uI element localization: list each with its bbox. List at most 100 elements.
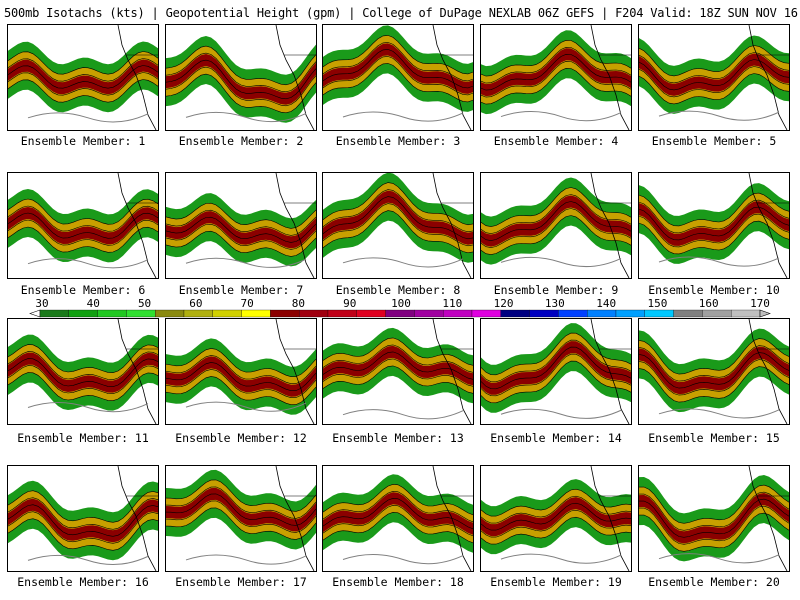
coastline	[590, 466, 630, 571]
height-contour	[639, 512, 789, 552]
height-contour	[166, 493, 316, 526]
coastline	[590, 25, 630, 130]
panel-label-20: Ensemble Member: 20	[648, 575, 780, 589]
coastline	[748, 466, 788, 571]
jet-band-core	[481, 195, 631, 247]
height-contour	[639, 220, 789, 255]
gray-contour	[658, 256, 780, 267]
panel-label-1: Ensemble Member: 1	[20, 134, 146, 148]
panel-label-11: Ensemble Member: 11	[17, 431, 149, 445]
height-contour	[481, 360, 631, 404]
colorbar-left-arrow	[29, 309, 41, 318]
coastline	[590, 319, 630, 424]
colorbar-swatch	[558, 309, 588, 318]
height-contour	[323, 504, 473, 537]
height-contour	[481, 502, 631, 531]
height-contour	[8, 497, 158, 530]
height-contour	[323, 189, 473, 233]
height-contour	[166, 52, 316, 93]
coastline	[748, 173, 788, 278]
jet-stream-map-6	[8, 173, 158, 278]
jet-band-core	[8, 352, 158, 393]
height-contour	[166, 223, 316, 250]
colorbar-tick-label: 110	[442, 297, 463, 310]
height-contour	[481, 353, 631, 397]
jet-stream-map-3	[323, 25, 473, 130]
gray-contour	[185, 401, 307, 412]
height-contour	[166, 59, 316, 100]
height-contour	[323, 203, 473, 247]
height-contour	[8, 65, 158, 89]
colorbar-tick-label: 160	[698, 297, 719, 310]
height-contour	[8, 219, 158, 246]
coastline	[117, 25, 157, 130]
height-contour	[323, 344, 473, 373]
height-contour	[639, 491, 789, 531]
gray-contour	[185, 554, 307, 565]
height-contour	[8, 205, 158, 232]
coastline	[590, 173, 630, 278]
height-contour	[639, 52, 789, 84]
colorbar-tick-label: 70	[240, 297, 254, 310]
gray-contour	[185, 111, 307, 123]
height-contour	[323, 497, 473, 530]
jet-band-core	[481, 48, 631, 97]
height-contour	[8, 344, 158, 374]
colorbar-tick-label: 90	[343, 297, 357, 310]
gray-contour	[658, 553, 780, 564]
panel-label-19: Ensemble Member: 19	[490, 575, 622, 589]
height-contour	[8, 372, 158, 402]
gray-contour	[342, 111, 464, 122]
height-contour	[323, 42, 473, 82]
ensemble-panel-8	[322, 172, 474, 279]
gray-contour	[342, 257, 464, 268]
colorbar-tick-label: 80	[291, 297, 306, 310]
height-contour	[481, 346, 631, 390]
height-contour	[8, 212, 158, 239]
panel-label-2: Ensemble Member: 2	[178, 134, 304, 148]
height-contour	[639, 192, 789, 227]
panel-label-4: Ensemble Member: 4	[493, 134, 619, 148]
height-contour	[166, 369, 316, 399]
jet-band-core	[8, 498, 158, 543]
jet-band-inner	[323, 35, 473, 102]
jet-band-core	[323, 492, 473, 535]
coastline	[275, 173, 315, 278]
height-contour	[323, 511, 473, 544]
height-contour	[481, 488, 631, 517]
colorbar-swatch	[241, 309, 271, 318]
panel-label-15: Ensemble Member: 15	[648, 431, 780, 445]
colorbar-tick-label: 40	[86, 297, 100, 310]
height-contour	[481, 39, 631, 77]
jet-band-core	[323, 345, 473, 386]
height-contour	[323, 358, 473, 387]
colorbar-tick-label: 60	[189, 297, 203, 310]
height-contour	[323, 63, 473, 103]
panel-label-18: Ensemble Member: 18	[332, 575, 464, 589]
height-contour	[8, 511, 158, 544]
gray-contour	[500, 553, 622, 564]
colorbar-tick-label: 130	[544, 297, 565, 310]
height-contour	[166, 66, 316, 107]
height-contour	[166, 355, 316, 385]
height-contour	[481, 208, 631, 248]
colorbar-tick-label: 50	[137, 297, 152, 310]
gray-contour	[342, 409, 464, 420]
colorbar-tick-label: 100	[391, 297, 411, 310]
ensemble-panel-3	[322, 24, 474, 131]
ensemble-panel-13	[322, 318, 474, 425]
height-contour	[639, 59, 789, 91]
colorbar-tick-label: 120	[493, 297, 514, 310]
panel-label-3: Ensemble Member: 3	[335, 134, 461, 148]
height-contour	[639, 352, 789, 389]
jet-stream-map-2	[166, 25, 316, 130]
ensemble-panel-14	[480, 318, 632, 425]
jet-stream-map-18	[323, 466, 473, 571]
colorbar-swatch	[702, 309, 732, 318]
height-contour	[481, 46, 631, 84]
height-contour	[639, 498, 789, 538]
jet-stream-map-8	[323, 173, 473, 278]
ensemble-panel-5	[638, 24, 790, 131]
height-contour	[639, 213, 789, 248]
height-contour	[639, 45, 789, 77]
